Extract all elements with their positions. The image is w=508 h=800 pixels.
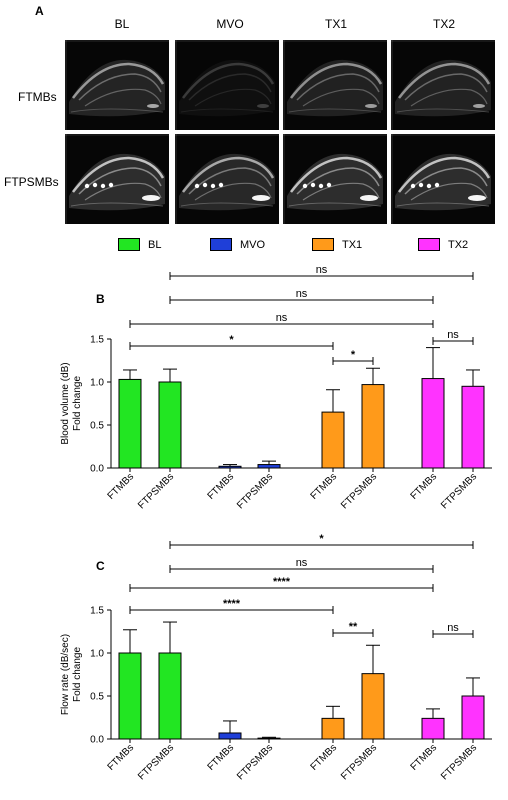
- bar: [257, 464, 281, 469]
- bar: [361, 673, 385, 740]
- x-tick-label: FTPSMBs: [136, 471, 176, 511]
- legend-label-bl: BL: [148, 238, 162, 251]
- bar: [461, 385, 485, 469]
- x-tick-label: FTMBs: [206, 471, 237, 502]
- y-axis-title-secondary: Fold change: [72, 376, 83, 431]
- x-tick-label: FTPSMBs: [339, 742, 379, 782]
- significance-label: *: [229, 334, 234, 346]
- ultrasound-image-ftmbs-tx1: [283, 40, 387, 130]
- significance-label: ****: [273, 576, 291, 588]
- ultrasound-image-ftpsmbs-bl: [65, 134, 169, 224]
- y-tick-label: 1.5: [90, 606, 104, 617]
- ultrasound-image-ftpsmbs-tx1: [283, 134, 387, 224]
- ultrasound-image-ftpsmbs-tx2: [391, 134, 495, 224]
- y-axis-title: Blood volume (dB): [60, 362, 71, 444]
- flow-rate-bar-chart: C 0.0 0.5 1.0 1.5 Flow rate (dB/sec) Fold chan…: [60, 533, 492, 782]
- bar: [361, 384, 385, 469]
- legend-item-tx1: TX1: [312, 238, 362, 251]
- column-label-tx2: TX2: [432, 17, 455, 31]
- column-label-tx1: TX1: [324, 17, 347, 31]
- legend-label-tx2: TX2: [448, 238, 469, 251]
- y-axis-title: Flow rate (dB/sec): [60, 634, 71, 715]
- legend-swatch-bl: [118, 238, 140, 251]
- legend-item-mvo: MVO: [210, 238, 265, 251]
- bar: [218, 732, 242, 740]
- bar: [218, 465, 242, 469]
- bar: [257, 737, 281, 740]
- legend-label-tx1: TX1: [342, 238, 363, 251]
- bar: [421, 378, 445, 469]
- y-tick-label: 0.0: [90, 735, 104, 746]
- ultrasound-image-ftpsmbs-mvo: [175, 134, 279, 224]
- bar: [321, 411, 345, 469]
- legend-swatch-mvo: [210, 238, 232, 251]
- x-tick-label: FTPSMBs: [339, 471, 379, 511]
- y-axis-title-secondary: Fold change: [72, 647, 83, 702]
- x-tick-label: FTPSMBs: [235, 471, 275, 511]
- significance-label: **: [349, 621, 358, 633]
- significance-label: ns: [296, 288, 308, 300]
- x-tick-label: FTPSMBs: [439, 471, 479, 511]
- row-label-ftmbs: FTMBs: [18, 90, 57, 104]
- y-tick-label: 1.5: [90, 335, 104, 346]
- legend-swatch-tx2: [418, 238, 440, 251]
- ultrasound-image-ftmbs-bl: [65, 40, 169, 130]
- panel-letter: B: [96, 292, 105, 306]
- y-tick-label: 1.0: [90, 649, 104, 660]
- x-tick-label: FTMBs: [309, 742, 340, 773]
- ultrasound-image-ftmbs-tx2: [391, 40, 495, 130]
- y-tick-label: 0.0: [90, 464, 104, 475]
- significance-label: ns: [296, 557, 308, 569]
- bar: [421, 717, 445, 740]
- significance-label: ns: [276, 312, 288, 324]
- bar: [118, 652, 142, 740]
- y-tick-label: 0.5: [90, 692, 104, 703]
- x-tick-label: FTPSMBs: [235, 742, 275, 782]
- bar: [158, 381, 182, 469]
- blood-volume-bar-chart: B 0.0 0.5 1.0 1.5 Blood volume (dB) Fold chang…: [60, 264, 492, 511]
- column-label-bl: BL: [114, 17, 130, 31]
- significance-label: ns: [316, 264, 328, 276]
- row-label-ftpsmbs: FTPSMBs: [4, 175, 59, 189]
- significance-label: ****: [223, 598, 241, 610]
- bar: [118, 378, 142, 469]
- panel-letter: C: [96, 559, 105, 573]
- x-tick-label: FTMBs: [106, 471, 137, 502]
- x-tick-label: FTPSMBs: [439, 742, 479, 782]
- bar: [461, 695, 485, 740]
- significance-label: ns: [447, 622, 459, 634]
- x-tick-label: FTPSMBs: [136, 742, 176, 782]
- column-label-mvo: MVO: [216, 17, 244, 31]
- x-tick-label: FTMBs: [409, 471, 440, 502]
- x-tick-label: FTMBs: [106, 742, 137, 773]
- y-tick-label: 1.0: [90, 378, 104, 389]
- significance-label: *: [319, 533, 324, 545]
- legend-item-tx2: TX2: [418, 238, 468, 251]
- x-tick-label: FTMBs: [409, 742, 440, 773]
- bar: [321, 717, 345, 740]
- panel-a-letter: A: [35, 4, 44, 18]
- legend-swatch-tx1: [312, 238, 334, 251]
- significance-label: *: [351, 349, 356, 361]
- legend-label-mvo: MVO: [240, 238, 266, 251]
- x-tick-label: FTMBs: [309, 471, 340, 502]
- x-tick-label: FTMBs: [206, 742, 237, 773]
- y-tick-label: 0.5: [90, 421, 104, 432]
- ultrasound-image-ftmbs-mvo: [175, 40, 279, 130]
- significance-label: ns: [447, 329, 459, 341]
- legend-item-bl: BL: [118, 238, 161, 251]
- bar: [158, 652, 182, 740]
